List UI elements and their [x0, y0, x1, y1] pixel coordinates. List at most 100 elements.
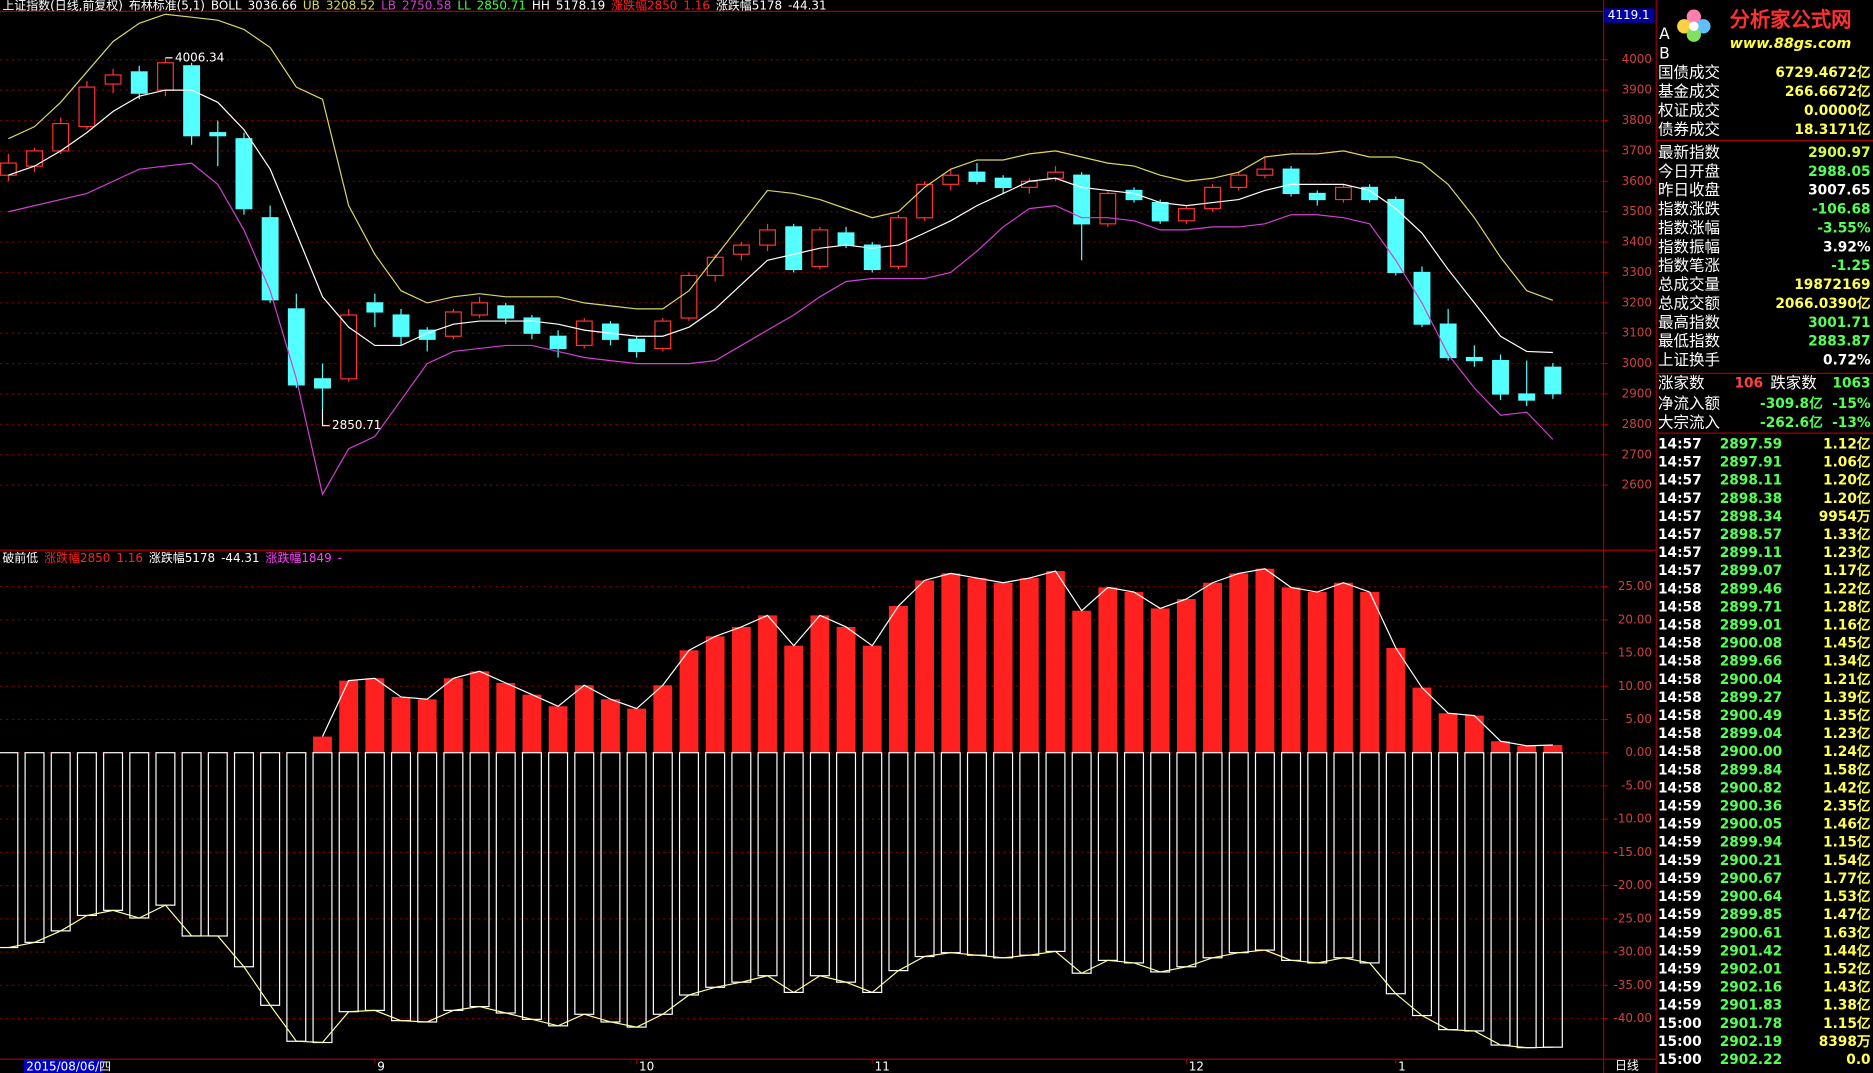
side-label: 总成交量	[1658, 276, 1720, 294]
tick-time: 14:57	[1658, 563, 1702, 579]
side-label: 大宗流入	[1658, 413, 1720, 431]
candle-body	[968, 171, 986, 182]
tick-volume: 1.35亿	[1823, 707, 1871, 724]
side-value: 106	[1734, 376, 1763, 392]
tick-price: 2900.64	[1720, 889, 1782, 905]
header-item: -44.31	[221, 551, 259, 565]
header-item: 5178.19	[556, 0, 605, 12]
bar	[417, 699, 437, 753]
band-line	[8, 162, 1554, 496]
tick-volume: 1.33亿	[1823, 526, 1871, 543]
y-tick-label: -35.00	[1614, 978, 1652, 992]
candle-body	[471, 302, 489, 316]
tick-price: 2897.59	[1720, 436, 1782, 452]
tick-volume: 1.45亿	[1823, 635, 1871, 652]
side-label: 基金成交	[1658, 83, 1720, 101]
flower-center	[1689, 21, 1699, 32]
side-value: -309.8亿	[1760, 395, 1823, 412]
tick-time: 14:57	[1658, 436, 1702, 452]
bar	[1150, 608, 1170, 753]
side-value: 3.92%	[1823, 239, 1871, 255]
bar	[1412, 687, 1432, 753]
y-tick-label: 5.00	[1625, 712, 1652, 726]
y-tick-label: 0.00	[1625, 745, 1652, 759]
tick-volume: 1.20亿	[1823, 472, 1871, 489]
bar	[1517, 745, 1537, 753]
tick-volume: 1.53亿	[1823, 888, 1871, 905]
header-item: 涨跌幅2850	[611, 0, 677, 12]
bar	[1542, 752, 1563, 1048]
side-label: 净流入额	[1658, 394, 1721, 412]
tick-price: 2900.05	[1720, 817, 1782, 833]
side-label: 指数涨幅	[1658, 219, 1720, 237]
tick-price: 2900.82	[1720, 780, 1782, 796]
header-item: 布林标准(5,1)	[129, 0, 205, 12]
bar	[1464, 715, 1484, 753]
candle-body	[314, 378, 331, 389]
candle-body	[392, 314, 410, 337]
candle-body	[1282, 168, 1300, 195]
bar	[1098, 587, 1118, 753]
tick-time: 14:59	[1658, 961, 1702, 977]
tick-price: 2901.42	[1720, 943, 1782, 959]
bar	[1281, 587, 1301, 753]
bar	[758, 615, 777, 753]
candle-body	[497, 305, 515, 319]
tick-volume: 2.35亿	[1823, 798, 1871, 815]
tick-volume: 1.46亿	[1823, 816, 1871, 833]
candle-body	[1308, 192, 1326, 201]
tick-time: 14:59	[1658, 980, 1702, 996]
bar	[836, 626, 856, 753]
bar	[888, 605, 908, 753]
tick-time: 14:58	[1658, 672, 1702, 688]
candle-body	[628, 338, 646, 353]
candle-body	[732, 244, 750, 255]
y-tick-label: 3400	[1622, 235, 1652, 249]
tick-volume: 1.34亿	[1823, 653, 1871, 670]
side-label: 指数振幅	[1658, 238, 1720, 256]
bar	[1229, 573, 1249, 753]
tick-volume: 1.15亿	[1823, 1015, 1871, 1032]
y-tick-label: 3600	[1622, 174, 1652, 188]
tick-volume: 1.23亿	[1823, 725, 1871, 742]
y-tick-label: -30.00	[1614, 945, 1652, 959]
tick-time: 14:58	[1658, 599, 1702, 615]
side-value: 0.72%	[1823, 353, 1871, 369]
y-tick-label: -25.00	[1614, 911, 1652, 925]
candle-body	[1465, 356, 1483, 362]
tick-price: 2899.94	[1720, 835, 1782, 851]
tick-price: 2900.61	[1720, 925, 1782, 941]
period-label: 日线	[1615, 1058, 1639, 1072]
candle-body	[0, 162, 17, 176]
bar	[1360, 592, 1380, 753]
tick-price: 2899.84	[1720, 762, 1782, 778]
x-tick-label: 12	[1189, 1060, 1204, 1073]
side-label: 涨家数	[1658, 374, 1705, 392]
side-value: 1063	[1832, 376, 1870, 392]
cursor-value: 4119.1	[1608, 8, 1650, 22]
candle-body	[287, 308, 305, 386]
bar	[470, 671, 489, 753]
header-item: 涨跌幅5178	[149, 550, 215, 565]
tick-price: 2899.27	[1720, 690, 1782, 706]
tick-volume: 1.54亿	[1823, 852, 1871, 869]
tick-time: 14:58	[1658, 744, 1702, 760]
candle-body	[1544, 366, 1562, 395]
side-label: 昨日收盘	[1658, 180, 1720, 199]
tick-price: 2898.57	[1720, 527, 1782, 543]
tick-time: 14:57	[1658, 509, 1702, 525]
x-tick-label: 10	[639, 1060, 654, 1073]
bar	[365, 678, 385, 753]
candle-body	[366, 302, 384, 313]
y-tick-label: 2700	[1622, 447, 1652, 461]
y-tick-label: 2900	[1622, 387, 1652, 401]
side-value: 3007.65	[1808, 183, 1870, 199]
tick-price: 2898.34	[1720, 509, 1782, 525]
tick-volume: 1.16亿	[1823, 617, 1871, 634]
y-tick-label: 10.00	[1618, 679, 1652, 693]
tick-price: 2901.83	[1720, 998, 1782, 1014]
candle-body	[209, 132, 227, 137]
header-item: -44.31	[788, 0, 826, 12]
